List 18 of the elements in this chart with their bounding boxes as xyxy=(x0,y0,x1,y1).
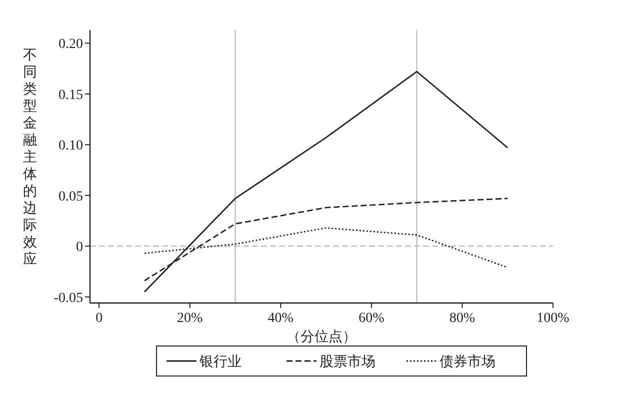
line-series xyxy=(144,70,508,293)
y-tick-label: 0 xyxy=(76,240,83,256)
x-axis-title: （分位点） xyxy=(286,329,356,345)
text: 不同类型金融主体的边际效应 xyxy=(23,48,37,268)
y-tick-label: 0.20 xyxy=(58,37,83,52)
legend-label: 股票市场 xyxy=(320,354,376,370)
x-tick-label: 0 xyxy=(96,311,103,326)
y-tick-label: 0.10 xyxy=(58,138,83,154)
x-tick-label: 80% xyxy=(449,311,476,326)
x-tick-label: 60% xyxy=(358,311,385,326)
legend-label: 银行业 xyxy=(198,354,242,370)
legend-label: 债券市场 xyxy=(440,354,496,370)
x-tick-label: 20% xyxy=(177,311,204,326)
x-tick-label: 100% xyxy=(536,311,570,326)
y-tick-label: 0.15 xyxy=(58,88,83,103)
x-tick-label: 40% xyxy=(268,311,294,326)
y-tick-label: -0.05 xyxy=(54,290,83,306)
y-tick-label: 0.05 xyxy=(58,189,83,204)
